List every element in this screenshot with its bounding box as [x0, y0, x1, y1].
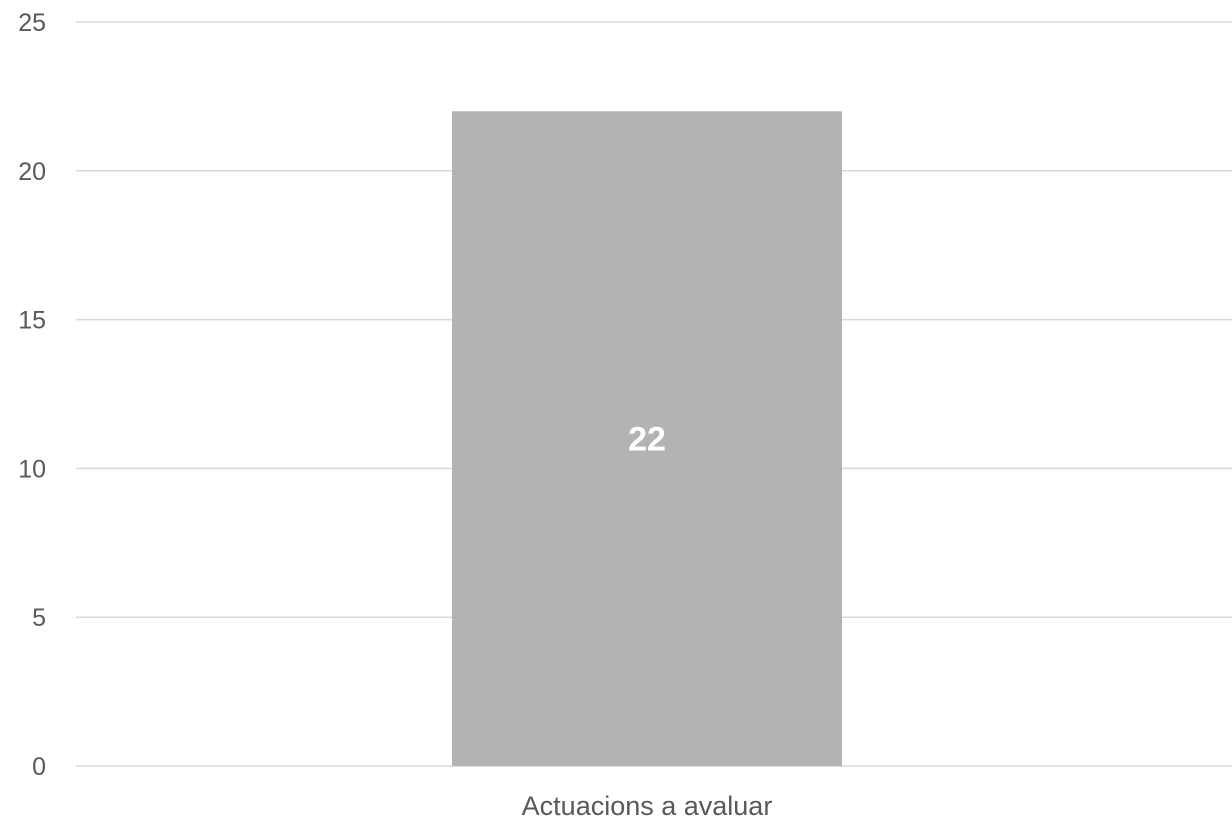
y-tick-label-5: 5: [32, 604, 46, 632]
bar-0: [452, 111, 842, 766]
x-axis-category-labels: Actuacions a avaluar: [522, 791, 773, 819]
y-tick-label-20: 20: [18, 158, 46, 186]
y-tick-label-15: 15: [18, 307, 46, 335]
y-tick-label-0: 0: [32, 753, 46, 781]
y-tick-label-10: 10: [18, 455, 46, 483]
bars: 22: [452, 111, 842, 766]
x-category-label-0: Actuacions a avaluar: [522, 791, 773, 819]
data-label-0: 22: [628, 421, 666, 459]
y-axis-tick-labels: 0 5 10 15 20 25: [18, 9, 46, 781]
y-tick-label-25: 25: [18, 9, 46, 37]
